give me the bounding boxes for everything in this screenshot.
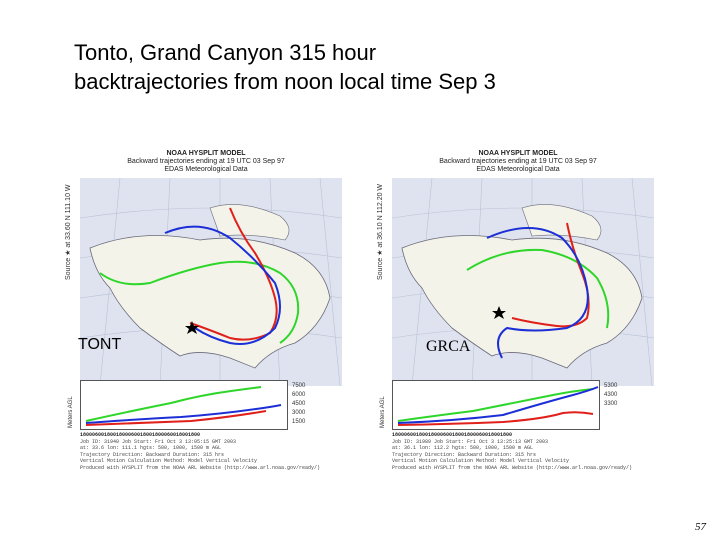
footer-line: Produced with HYSPLIT from the NOAA ARL … bbox=[392, 464, 633, 471]
footer-dates: 1800060018001800060018001800060018001800 bbox=[80, 432, 201, 438]
footer-line: Trajectory Direction: Backward Duration:… bbox=[80, 451, 225, 458]
height-tick: 7500 bbox=[292, 383, 306, 389]
height-tick: 3000 bbox=[292, 410, 306, 416]
trajectory-subtitle: Backward trajectories ending at 19 UTC 0… bbox=[439, 158, 597, 165]
height-tick: 4300 bbox=[604, 392, 618, 398]
source-location-label: Source ★ at 36.10 N 112.20 W bbox=[377, 183, 384, 280]
site-label: GRCA bbox=[426, 338, 471, 355]
height-ticks: 5300 4300 3300 bbox=[604, 382, 617, 409]
panel-header: NOAA HYSPLIT MODEL Backward trajectories… bbox=[378, 150, 658, 174]
height-ticks: 7500 6000 4500 3000 1500 bbox=[292, 382, 305, 427]
height-tick: 4500 bbox=[292, 401, 306, 407]
page-number: 57 bbox=[695, 521, 706, 533]
footer-line: Job ID: 31940 Job Start: Fri Oct 3 13:05… bbox=[80, 438, 237, 445]
slide-title: Tonto, Grand Canyon 315 hour backtraject… bbox=[74, 38, 634, 96]
footer-line: at: 33.6 lon: 111.1 hgts: 500, 1000, 150… bbox=[80, 445, 222, 451]
model-title: NOAA HYSPLIT MODEL bbox=[478, 150, 558, 157]
height-tick: 1500 bbox=[292, 419, 306, 425]
map-graphic bbox=[392, 178, 654, 386]
slide-title-line2: backtrajectories from noon local time Se… bbox=[74, 69, 496, 94]
trajectory-map bbox=[80, 178, 342, 386]
footer-line: at: 36.1 lon: 112.2 hgts: 500, 1000, 150… bbox=[392, 445, 534, 451]
height-graphic bbox=[397, 386, 599, 426]
footer-line: Vertical Motion Calculation Method: Mode… bbox=[80, 458, 258, 464]
slide-title-line1: Tonto, Grand Canyon 315 hour bbox=[74, 40, 377, 65]
footer-line: Vertical Motion Calculation Method: Mode… bbox=[392, 458, 570, 464]
footer-line: Job ID: 31989 Job Start: Fri Oct 3 13:25… bbox=[392, 438, 549, 445]
height-axis-label: Meters AGL bbox=[68, 396, 74, 428]
footer-line: Produced with HYSPLIT from the NOAA ARL … bbox=[80, 464, 321, 471]
panel-footer: 1800060018001800060018001800060018001800… bbox=[392, 432, 654, 471]
footer-line: Trajectory Direction: Backward Duration:… bbox=[392, 451, 537, 458]
model-title: NOAA HYSPLIT MODEL bbox=[166, 150, 246, 157]
panel-footer: 1800060018001800060018001800060018001800… bbox=[80, 432, 342, 471]
height-tick: 6000 bbox=[292, 392, 306, 398]
height-axis-label: Meters AGL bbox=[380, 396, 386, 428]
trajectory-subtitle: Backward trajectories ending at 19 UTC 0… bbox=[127, 158, 285, 165]
site-label: TONT bbox=[78, 336, 122, 353]
map-graphic bbox=[80, 178, 342, 386]
trajectory-map bbox=[392, 178, 654, 386]
height-profile bbox=[392, 380, 600, 430]
height-tick: 5300 bbox=[604, 383, 618, 389]
height-profile bbox=[80, 380, 288, 430]
panel-header: NOAA HYSPLIT MODEL Backward trajectories… bbox=[66, 150, 346, 174]
met-data-label: EDAS Meteorological Data bbox=[164, 166, 248, 173]
footer-dates: 1800060018001800060018001800060018001800 bbox=[392, 432, 513, 438]
trajectory-panel-grca: NOAA HYSPLIT MODEL Backward trajectories… bbox=[377, 150, 658, 480]
source-location-label: Source ★ at 33.60 N 111.10 W bbox=[65, 184, 72, 280]
trajectory-panel-tont: NOAA HYSPLIT MODEL Backward trajectories… bbox=[65, 150, 346, 480]
height-tick: 3300 bbox=[604, 401, 618, 407]
met-data-label: EDAS Meteorological Data bbox=[476, 166, 560, 173]
height-graphic bbox=[85, 386, 282, 426]
